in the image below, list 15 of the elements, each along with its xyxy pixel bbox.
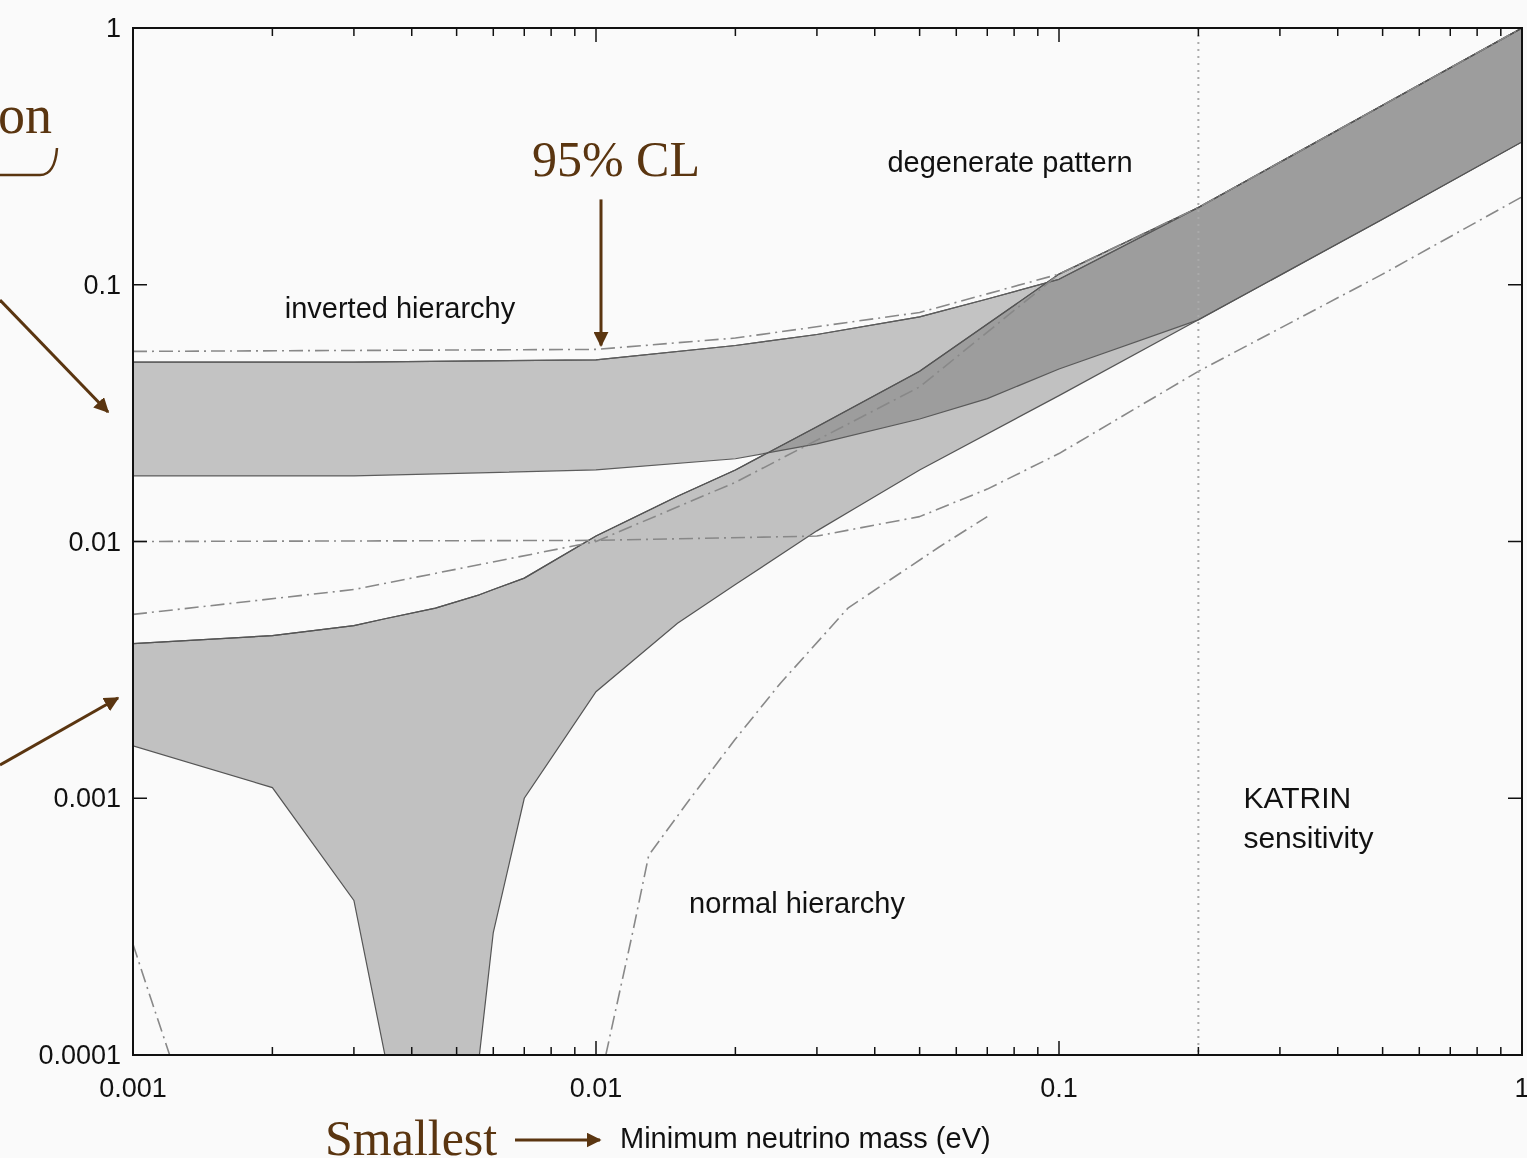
y-tick-label: 1 — [105, 13, 121, 43]
y-tick-label: 0.01 — [68, 526, 121, 557]
annotation: inverted hierarchy — [284, 292, 516, 324]
annotation: 95% CL — [531, 131, 701, 188]
text: Smallest — [325, 1110, 498, 1158]
x-tick-label: 0.01 — [569, 1073, 623, 1103]
x-axis-title: Minimum neutrino mass (eV) — [620, 1122, 991, 1154]
y-tick-label: 0.001 — [53, 783, 121, 814]
annotation: normal hierarchy — [689, 887, 906, 919]
text: on — [0, 85, 52, 145]
y-tick-label: 0.1 — [83, 269, 121, 300]
annotation: degenerate pattern — [887, 146, 1133, 178]
ref-line-label: KATRIN sensitivity — [1243, 781, 1374, 854]
x-tick-label: 0.1 — [1040, 1073, 1078, 1103]
y-tick-label: 0.0001 — [38, 1040, 121, 1070]
